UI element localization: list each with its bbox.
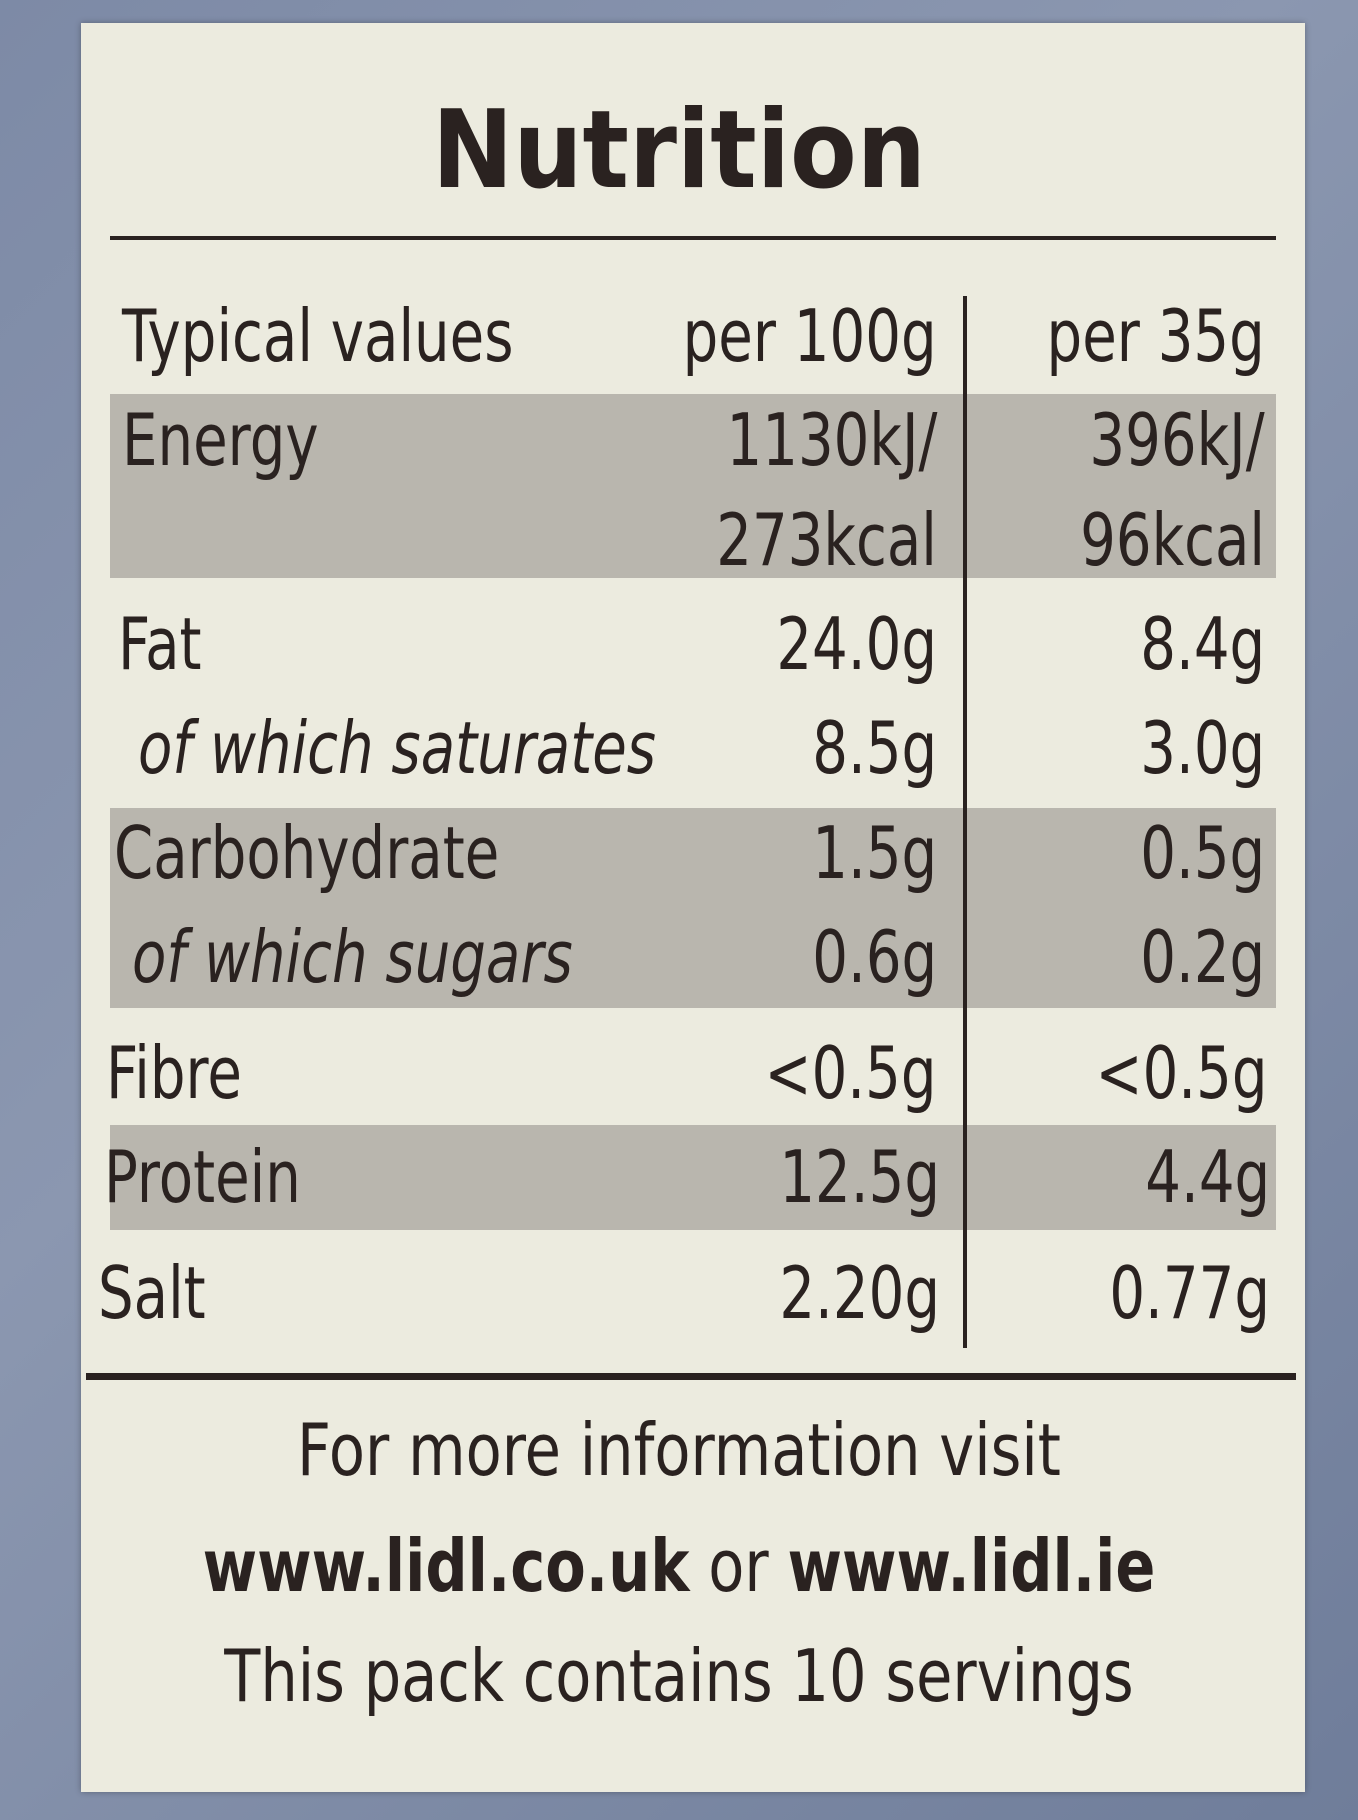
top-rule: [110, 236, 1276, 240]
cell: 8.4g: [1140, 602, 1265, 686]
row-label: Carbohydrate: [114, 811, 500, 895]
link: www.lidl.co.uk: [202, 1524, 690, 1608]
cell: 0.77g: [1109, 1251, 1270, 1335]
title: Nutrition: [431, 88, 927, 213]
row-label: Fat: [118, 602, 202, 686]
cell: 1130kJ/: [726, 398, 937, 482]
row-label: of which saturates: [138, 706, 657, 790]
cell: 3.0g: [1140, 706, 1265, 790]
link: www.lidl.ie: [787, 1524, 1156, 1608]
cell: <0.5g: [1095, 1031, 1268, 1115]
row-label: of which sugars: [132, 915, 573, 999]
cell: 24.0g: [776, 602, 937, 686]
cell: <0.5g: [764, 1031, 937, 1115]
row-label: Salt: [98, 1251, 206, 1335]
cell: 1.5g: [812, 811, 937, 895]
cell: 273kcal: [716, 498, 937, 582]
cell: 0.6g: [812, 915, 937, 999]
bottom-rule: [86, 1373, 1296, 1380]
cell: 396kJ/: [1089, 398, 1265, 482]
footer-joiner: or: [708, 1524, 769, 1608]
row-shade: [110, 808, 1276, 1008]
column-divider: [963, 296, 967, 1348]
cell: 0.5g: [1140, 811, 1265, 895]
row-label: Energy: [122, 398, 319, 482]
cell: 8.5g: [812, 706, 937, 790]
row-shade: [110, 394, 1276, 578]
header-cell: per 100g: [683, 294, 937, 378]
footer-text: For more information visit: [297, 1408, 1061, 1492]
row-label: Protein: [104, 1135, 301, 1219]
cell: 2.20g: [779, 1251, 940, 1335]
cell: 0.2g: [1140, 915, 1265, 999]
row-label: Fibre: [106, 1031, 242, 1115]
footer-text: This pack contains 10 servings: [224, 1634, 1134, 1718]
row-shade: [110, 1125, 1276, 1230]
footer-links: www.lidl.co.uk or www.lidl.ie: [122, 1530, 1236, 1602]
header-cell: per 35g: [1046, 294, 1265, 378]
header-cell: Typical values: [122, 294, 514, 378]
cell: 4.4g: [1145, 1135, 1270, 1219]
cell: 12.5g: [779, 1135, 940, 1219]
cell: 96kcal: [1080, 498, 1265, 582]
